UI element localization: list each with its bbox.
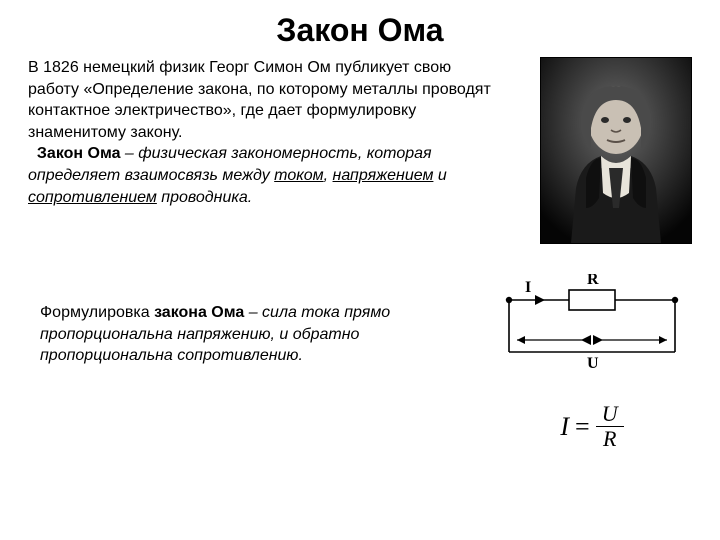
ohm-portrait bbox=[540, 57, 692, 244]
lower-row: Формулировка закона Ома – сила тока прям… bbox=[0, 244, 720, 451]
content-row: В 1826 немецкий физик Георг Симон Ом пуб… bbox=[0, 57, 720, 244]
formula-denominator: R bbox=[597, 427, 622, 451]
formula-numerator: U bbox=[596, 402, 624, 427]
page-title: Закон Ома bbox=[0, 0, 720, 57]
sep1: , bbox=[324, 167, 333, 184]
term-resistance: сопротивлением bbox=[28, 189, 157, 206]
formulation-lead: Формулировка bbox=[40, 304, 154, 321]
term-current: током bbox=[274, 167, 323, 184]
portrait-column bbox=[522, 57, 692, 244]
formula-fraction: U R bbox=[596, 402, 624, 451]
circuit-diagram: I R U bbox=[497, 274, 687, 374]
sep2: и bbox=[433, 167, 446, 184]
ohms-law-formula: I = U R bbox=[560, 402, 623, 451]
law-name: Закон Ома bbox=[37, 145, 121, 162]
term-voltage: напряжением bbox=[333, 167, 434, 184]
diagram-column: I R U I = U R bbox=[492, 274, 692, 451]
circuit-label-u: U bbox=[587, 355, 599, 372]
circuit-label-i: I bbox=[525, 279, 531, 296]
portrait-placeholder-svg bbox=[541, 58, 691, 243]
circuit-label-r: R bbox=[587, 274, 599, 288]
intro-paragraph: В 1826 немецкий физик Георг Симон Ом пуб… bbox=[28, 57, 502, 208]
formulation-column: Формулировка закона Ома – сила тока прям… bbox=[40, 274, 492, 367]
intro-column: В 1826 немецкий физик Георг Симон Ом пуб… bbox=[28, 57, 522, 244]
formulation-paragraph: Формулировка закона Ома – сила тока прям… bbox=[40, 302, 472, 367]
formula-equals: = bbox=[569, 412, 596, 442]
formulation-lawname: закона Ома bbox=[154, 304, 244, 321]
formula-lhs: I bbox=[560, 412, 569, 442]
def-tail: проводника. bbox=[157, 189, 252, 206]
intro-text: В 1826 немецкий физик Георг Симон Ом пуб… bbox=[28, 59, 491, 141]
